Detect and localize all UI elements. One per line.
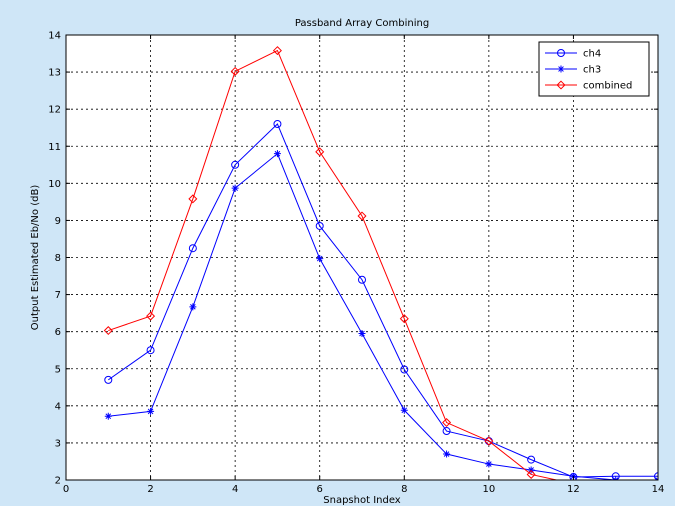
y-tick-label: 5 bbox=[55, 364, 61, 375]
x-tick-label: 2 bbox=[147, 484, 153, 495]
data-point-ch3 bbox=[443, 450, 451, 458]
data-point-ch4 bbox=[188, 244, 197, 253]
y-tick-label: 14 bbox=[48, 31, 61, 42]
chart-title: Passband Array Combining bbox=[295, 18, 429, 29]
legend-label: ch4 bbox=[583, 49, 601, 60]
legend-item-ch3: ch3 bbox=[545, 65, 601, 76]
series-ch3 bbox=[104, 150, 658, 480]
data-point-combined bbox=[272, 46, 282, 56]
data-point-combined bbox=[484, 436, 494, 446]
data-point-combined bbox=[357, 211, 367, 221]
data-point-ch3 bbox=[400, 406, 408, 414]
legend: ch4 ch3 combined bbox=[538, 41, 650, 97]
data-point-ch4 bbox=[654, 472, 658, 480]
data-point-combined bbox=[188, 194, 198, 204]
data-point-ch3 bbox=[231, 184, 239, 192]
series-line-ch4 bbox=[107, 123, 658, 478]
x-tick-label: 0 bbox=[63, 484, 69, 495]
x-tick-label: 4 bbox=[232, 484, 238, 495]
x-tick-label: 6 bbox=[317, 484, 323, 495]
data-point-ch4 bbox=[146, 346, 155, 355]
series-combined bbox=[103, 46, 575, 480]
legend-item-ch4: ch4 bbox=[545, 49, 601, 60]
data-point-ch4 bbox=[315, 221, 324, 230]
legend-item-combined: combined bbox=[545, 80, 632, 92]
data-point-combined bbox=[230, 66, 240, 76]
series-line-combined bbox=[108, 49, 559, 480]
legend-label: ch3 bbox=[583, 65, 601, 76]
legend-label: combined bbox=[583, 81, 632, 92]
x-tick-label: 10 bbox=[482, 484, 495, 495]
data-point-ch3 bbox=[189, 303, 197, 311]
data-point-combined bbox=[526, 469, 536, 479]
series-line-ch3 bbox=[108, 152, 658, 480]
data-point-ch4 bbox=[527, 455, 536, 464]
data-point-combined bbox=[399, 314, 409, 324]
data-point-ch3 bbox=[104, 412, 112, 420]
data-point-combined bbox=[315, 147, 325, 157]
data-point-ch3 bbox=[273, 150, 281, 158]
data-point-ch3 bbox=[358, 330, 366, 338]
data-point-ch4 bbox=[400, 365, 409, 374]
y-tick-label: 7 bbox=[55, 290, 61, 301]
data-point-ch4 bbox=[273, 120, 282, 128]
y-tick-label: 10 bbox=[48, 179, 61, 190]
legend-marker bbox=[556, 80, 566, 90]
data-point-combined bbox=[146, 311, 156, 321]
y-tick-label: 4 bbox=[55, 401, 61, 412]
y-tick-label: 12 bbox=[48, 105, 61, 116]
y-tick-label: 6 bbox=[55, 327, 61, 338]
x-tick-label: 8 bbox=[401, 484, 407, 495]
y-tick-label: 13 bbox=[48, 68, 61, 79]
data-point-ch4 bbox=[358, 275, 366, 284]
y-tick-label: 8 bbox=[55, 253, 61, 264]
series-layer bbox=[103, 46, 658, 480]
y-tick-label: 9 bbox=[55, 216, 61, 227]
data-point-combined bbox=[103, 326, 113, 336]
x-axis-label: Snapshot Index bbox=[323, 495, 401, 506]
data-point-combined bbox=[442, 418, 452, 428]
x-tick-label: 14 bbox=[652, 484, 665, 495]
legend-marker bbox=[557, 49, 565, 57]
data-point-ch3 bbox=[147, 407, 155, 415]
y-tick-label: 3 bbox=[55, 438, 61, 449]
data-point-ch3 bbox=[485, 460, 493, 468]
y-axis-label: Output Estimated Eb/No (dB) bbox=[30, 185, 41, 331]
y-tick-label: 11 bbox=[48, 142, 61, 153]
x-tick-label: 12 bbox=[567, 484, 580, 495]
data-point-ch4 bbox=[231, 160, 240, 169]
data-point-ch4 bbox=[442, 427, 451, 436]
data-point-ch4 bbox=[104, 375, 113, 384]
legend-marker bbox=[557, 65, 565, 73]
data-point-ch3 bbox=[316, 255, 324, 263]
y-tick-label: 2 bbox=[55, 476, 61, 487]
